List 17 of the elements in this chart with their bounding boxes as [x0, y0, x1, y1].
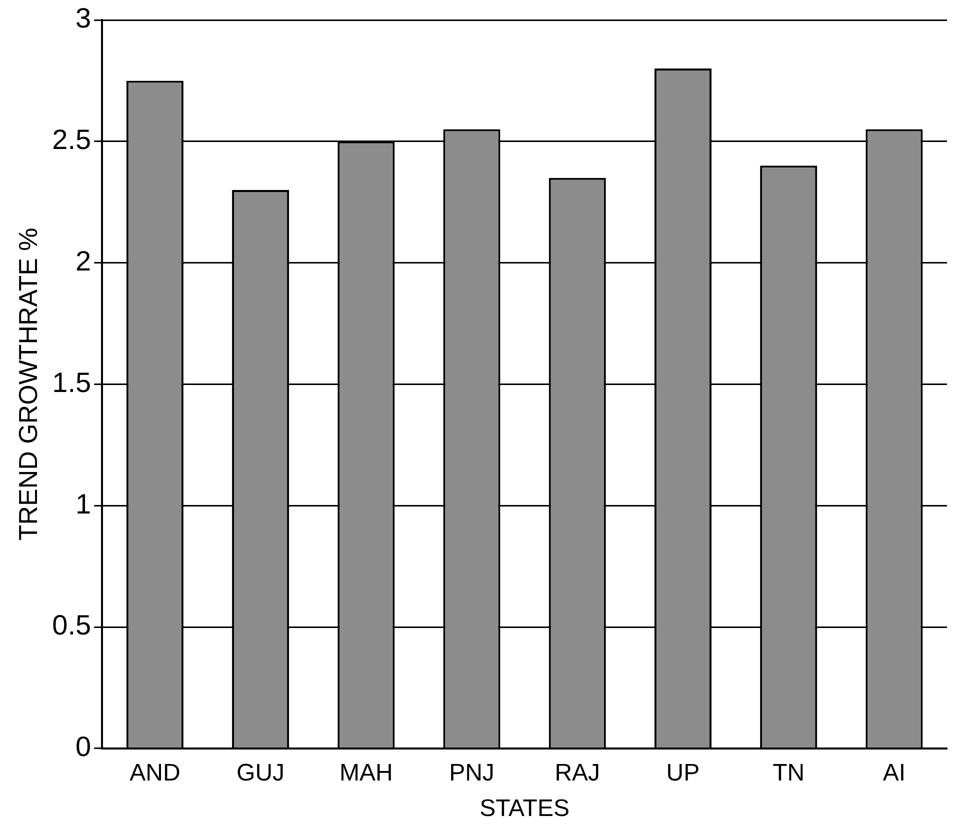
x-tick-label: AI: [882, 759, 906, 786]
x-tick-label: RAJ: [554, 759, 600, 786]
y-axis-title: TREND GROWTHRATE %: [12, 228, 43, 541]
y-tick-label: 0.5: [52, 610, 92, 641]
y-tick-label: 1: [76, 488, 92, 520]
x-tick-label: AND: [130, 759, 180, 786]
x-tick-label: MAH: [339, 759, 393, 786]
y-tick-label: 2.5: [52, 124, 92, 156]
x-tick-label: TN: [772, 759, 805, 786]
x-tick-label: UP: [666, 759, 700, 786]
y-tick-label: 2: [76, 246, 92, 277]
y-tick-label: 0: [76, 731, 92, 762]
y-tick-label: 3: [76, 2, 92, 34]
y-tick-label: 1.5: [52, 366, 92, 398]
x-axis-title: STATES: [480, 795, 570, 822]
x-tick-label: GUJ: [236, 759, 285, 786]
x-tick-label: PNJ: [449, 759, 494, 786]
